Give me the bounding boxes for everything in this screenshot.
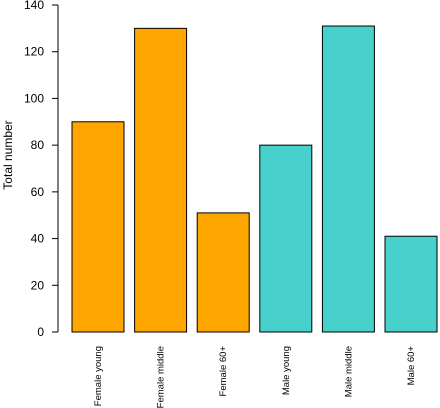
x-category-label: Male middle [343, 346, 354, 397]
x-category-label: Male young [281, 346, 292, 395]
bar [134, 27, 188, 333]
y-tick-label: 80 [31, 138, 45, 152]
y-tick-label: 100 [24, 91, 44, 105]
bar [259, 144, 313, 333]
bar [384, 235, 438, 333]
bar [196, 212, 250, 333]
y-tick-label: 20 [31, 278, 45, 292]
x-axis-labels: Female young Female middle Female 60+ Male … [93, 346, 417, 408]
bar [71, 121, 125, 333]
y-tick-label: 120 [24, 45, 44, 59]
y-axis: 0 20 40 60 80 100 120 140 [24, 0, 59, 339]
bar [321, 25, 375, 333]
y-tick-label: 0 [37, 325, 44, 339]
y-tick-label: 140 [24, 0, 44, 12]
x-category-label: Female middle [156, 346, 167, 408]
y-tick-label: 60 [31, 185, 45, 199]
bars [71, 25, 438, 333]
y-axis-title: Total number [1, 120, 15, 189]
x-category-label: Female 60+ [218, 346, 229, 397]
x-category-label: Male 60+ [406, 346, 417, 386]
x-category-label: Female young [93, 346, 104, 406]
y-tick-label: 40 [31, 232, 45, 246]
